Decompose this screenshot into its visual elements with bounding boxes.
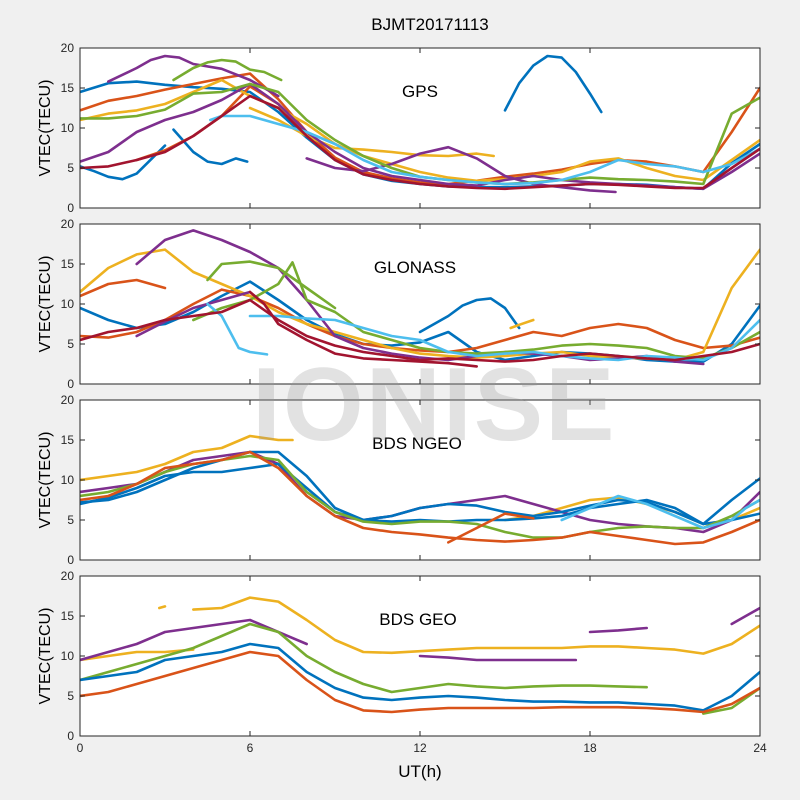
series-line <box>80 434 294 482</box>
series-line <box>418 654 578 662</box>
panel-label: BDS GEO <box>379 610 456 629</box>
y-axis-label: VTEC(TECU) <box>37 80 54 177</box>
x-tick-label: 18 <box>583 741 597 755</box>
series-line <box>80 642 760 712</box>
panel-1: 0 5 10 15 20 VTEC(TECU) GLONASS <box>37 217 761 391</box>
panels: 0 5 10 15 20 VTEC(TECU) GPS 0 5 10 15 20 VTEC(TECU) G… <box>37 41 767 755</box>
series-line <box>80 648 195 662</box>
series-line <box>209 114 760 186</box>
y-axis-label: VTEC(TECU) <box>37 432 54 529</box>
panel-2: 0 5 10 15 20 VTEC(TECU) BDS NGEO <box>37 393 761 567</box>
y-axis-label: VTEC(TECU) <box>37 608 54 705</box>
series-line <box>206 260 337 310</box>
panel-label: GLONASS <box>374 258 456 277</box>
series-line <box>560 494 760 530</box>
series-line <box>172 128 249 166</box>
series-group <box>80 434 760 546</box>
y-tick-label: 5 <box>67 337 74 351</box>
series-line <box>172 58 283 82</box>
series-line <box>80 450 760 526</box>
series-line <box>503 54 603 114</box>
series-line <box>158 605 167 610</box>
series-group <box>80 229 760 368</box>
y-tick-label: 15 <box>61 609 75 623</box>
series-line <box>80 462 760 526</box>
x-tick-label: 12 <box>413 741 427 755</box>
series-line <box>80 650 760 714</box>
y-tick-label: 10 <box>61 473 75 487</box>
series-line <box>80 298 760 363</box>
panel-label: GPS <box>402 82 438 101</box>
series-group <box>80 596 760 715</box>
y-tick-label: 10 <box>61 649 75 663</box>
y-tick-label: 20 <box>61 217 75 231</box>
series-line <box>248 314 760 362</box>
series-line <box>509 318 535 330</box>
y-tick-label: 0 <box>67 201 74 215</box>
y-tick-label: 20 <box>61 569 75 583</box>
panel-0: 0 5 10 15 20 VTEC(TECU) GPS <box>37 41 761 215</box>
series-line <box>135 290 252 338</box>
panel-label: BDS NGEO <box>372 434 462 453</box>
series-line <box>80 278 167 298</box>
y-tick-label: 5 <box>67 161 74 175</box>
series-line <box>80 450 760 546</box>
series-line <box>80 94 760 191</box>
series-line <box>80 78 760 183</box>
series-line <box>730 606 760 626</box>
x-tick-label: 24 <box>753 741 767 755</box>
y-tick-label: 0 <box>67 377 74 391</box>
y-tick-label: 5 <box>67 689 74 703</box>
y-tick-label: 0 <box>67 553 74 567</box>
y-tick-label: 5 <box>67 513 74 527</box>
series-line <box>107 54 280 98</box>
series-line <box>80 288 760 354</box>
y-tick-label: 15 <box>61 81 75 95</box>
y-tick-label: 0 <box>67 729 74 743</box>
x-tick-label: 0 <box>77 741 84 755</box>
figure-title: BJMT20171113 <box>371 15 489 34</box>
y-axis-label: VTEC(TECU) <box>37 256 54 353</box>
y-tick-label: 20 <box>61 393 75 407</box>
y-tick-label: 20 <box>61 41 75 55</box>
panel-3: 0 6 12 18 24 0 5 10 15 20 VTEC(TECU) BDS GEO <box>37 569 767 755</box>
y-tick-label: 10 <box>61 121 75 135</box>
y-tick-label: 15 <box>61 433 75 447</box>
series-line <box>80 72 760 186</box>
series-line <box>447 512 535 544</box>
series-line <box>80 144 167 181</box>
series-line <box>588 626 648 634</box>
series-line <box>80 280 760 363</box>
y-tick-label: 15 <box>61 257 75 271</box>
series-line <box>248 290 478 368</box>
series-group <box>80 54 760 194</box>
series-line <box>192 596 760 655</box>
series-line <box>418 297 521 334</box>
plot-area <box>80 400 760 560</box>
y-tick-label: 10 <box>61 297 75 311</box>
x-tick-label: 6 <box>247 741 254 755</box>
x-axis-label: UT(h) <box>398 762 441 781</box>
